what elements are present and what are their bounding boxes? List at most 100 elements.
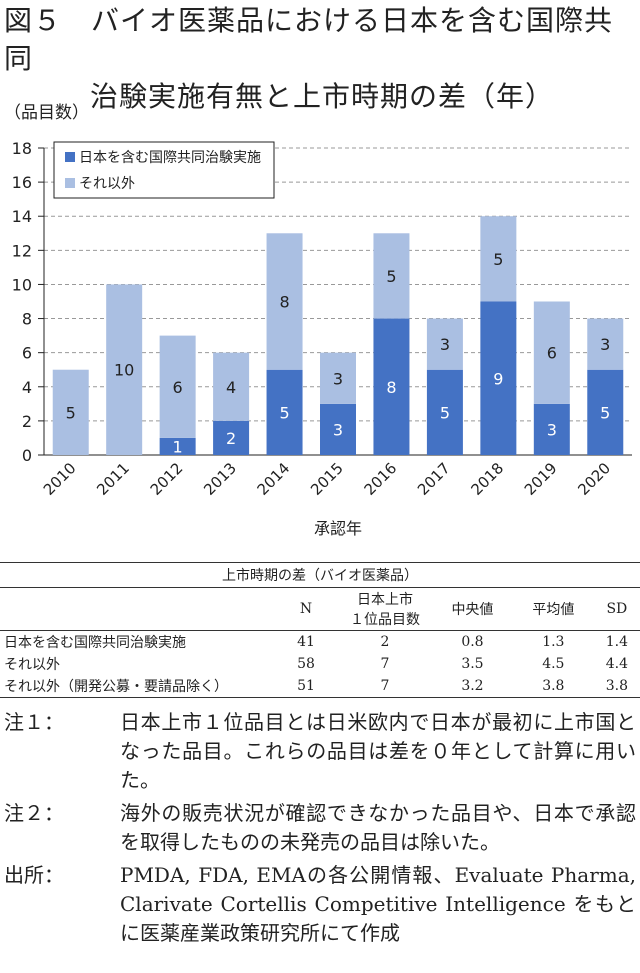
x-tick-label: 2012 [147, 459, 187, 499]
bar-segment [533, 301, 570, 404]
bar-segment [480, 301, 517, 455]
table-row: 日本を含む国際共同治験実施 41 2 0.8 1.3 1.4 [0, 631, 640, 654]
y-tick-label: 16 [12, 173, 32, 192]
legend-label: 日本を含む国際共同治験実施 [79, 150, 261, 166]
y-tick-label: 18 [12, 139, 32, 158]
cell: 4.4 [605, 656, 629, 672]
data-label: 1 [173, 437, 183, 456]
header-mean: 平均値 [532, 602, 575, 618]
cell: 41 [297, 634, 315, 650]
y-tick-label: 4 [22, 378, 32, 397]
title-line2: 治験実施有無と上市時期の差（年） [90, 80, 555, 113]
data-label: 4 [226, 378, 236, 397]
x-tick-label: 2014 [254, 459, 294, 499]
cell: 51 [297, 678, 315, 694]
x-tick-label: 2010 [40, 459, 80, 499]
y-tick-label: 14 [12, 207, 32, 226]
cell: 7 [380, 656, 390, 672]
cell: 2 [380, 634, 390, 650]
bar-segment [213, 420, 250, 455]
bar-segment [159, 335, 196, 438]
bar-segment [106, 284, 143, 455]
note-2: 注２： 海外の販売状況が確認できなかった品目や、日本で承認を取得したものの未発売の… [4, 799, 636, 857]
table-row: それ以外 58 7 3.5 4.5 4.4 [0, 653, 640, 675]
bar-segment [587, 369, 624, 455]
data-label: 5 [440, 403, 450, 422]
figure-title: 図５ バイオ医薬品における日本を含む国際共同 治験実施有無と上市時期の差（年） [4, 2, 640, 116]
x-tick-label: 2018 [467, 459, 507, 499]
cell: 1.4 [605, 634, 629, 650]
cell: 3.5 [461, 656, 484, 672]
cell: 7 [380, 678, 390, 694]
bar-segment [266, 369, 303, 455]
bar-segment [213, 352, 250, 421]
data-label: 3 [333, 420, 343, 439]
bar-segment [373, 233, 410, 319]
header-first-launch: 日本上市 １位品目数 [338, 588, 432, 631]
bar-segment [266, 233, 303, 370]
bar-segment [426, 369, 463, 455]
bar-segment [587, 318, 624, 370]
row-label: 日本を含む国際共同治験実施 [4, 635, 186, 651]
data-label: 2 [226, 429, 236, 448]
bar-segment [533, 403, 570, 455]
bar-segment [320, 403, 356, 455]
note-text: PMDA, FDA, EMAの各公開情報、Evaluate Pharma, Cl… [120, 863, 636, 945]
y-tick-label: 12 [12, 241, 32, 260]
table-caption: 上市時期の差（バイオ医薬品） [222, 568, 418, 584]
note-1: 注１： 日本上市１位品目とは日米欧内で日本が最初に上市国となった品目。これらの品目… [4, 708, 636, 795]
x-axis-label: 承認年 [314, 519, 362, 538]
data-label: 3 [333, 369, 343, 388]
bar-segment [159, 437, 196, 455]
data-label: 6 [173, 378, 183, 397]
row-label: それ以外 [4, 657, 60, 673]
bar-segment [426, 318, 463, 370]
note-key: 出所： [4, 863, 64, 887]
legend-swatch [65, 152, 75, 162]
note-text: 海外の販売状況が確認できなかった品目や、日本で承認を取得したものの未発売の品目は… [120, 801, 636, 854]
data-label: 5 [66, 403, 76, 422]
data-label: 3 [547, 420, 557, 439]
header-first-launch-bottom: １位品目数 [350, 612, 420, 628]
cell: 58 [297, 656, 315, 672]
header-sd: SD [606, 601, 628, 617]
legend-label: それ以外 [79, 176, 135, 192]
header-first-launch-top: 日本上市 [357, 592, 413, 608]
note-text: 日本上市１位品目とは日米欧内で日本が最初に上市国となった品目。これらの品目は差を… [120, 710, 636, 792]
cell: 0.8 [461, 634, 484, 650]
x-tick-label: 2019 [521, 459, 561, 499]
header-blank [0, 588, 274, 631]
legend-swatch [65, 178, 75, 188]
data-label: 8 [386, 378, 396, 397]
x-tick-label: 2017 [414, 459, 454, 499]
cell: 4.5 [542, 656, 565, 672]
data-label: 5 [600, 403, 610, 422]
bar-segment [480, 216, 517, 302]
data-label: 9 [493, 369, 503, 388]
data-label: 8 [279, 293, 289, 312]
y-tick-label: 8 [22, 310, 32, 329]
data-label: 5 [279, 403, 289, 422]
summary-table: 上市時期の差（バイオ医薬品） N 日本上市 １位品目数 中央値 平均値 SD 日本… [0, 562, 640, 698]
header-n: N [299, 601, 313, 617]
bar-segment [320, 352, 356, 404]
x-tick-label: 2020 [574, 459, 614, 499]
source-note: 出所： PMDA, FDA, EMAの各公開情報、Evaluate Pharma,… [4, 861, 636, 948]
data-label: 10 [114, 361, 134, 380]
data-label: 3 [440, 335, 450, 354]
x-tick-label: 2016 [361, 459, 401, 499]
y-tick-label: 2 [22, 412, 32, 431]
row-label: それ以外（開発公募・要請品除く） [4, 679, 228, 695]
table-row: それ以外（開発公募・要請品除く） 51 7 3.2 3.8 3.8 [0, 675, 640, 698]
figure-number: 図５ [4, 4, 63, 37]
note-key: 注２： [4, 801, 64, 825]
x-tick-label: 2011 [93, 459, 133, 499]
cell: 3.8 [605, 678, 629, 694]
stacked-bar-chart: 0246810121416185201010201116201224201358… [12, 139, 632, 538]
data-label: 5 [493, 250, 503, 269]
bar-segment [52, 369, 89, 455]
y-axis-label: （品目数） [4, 103, 89, 123]
y-tick-label: 6 [22, 344, 32, 363]
data-label: 6 [547, 344, 557, 363]
y-tick-label: 0 [22, 446, 32, 465]
